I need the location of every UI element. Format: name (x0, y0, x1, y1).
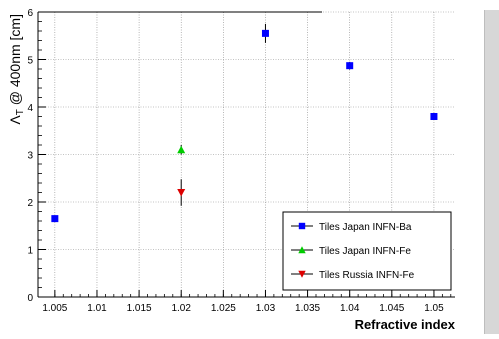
data-point-square (346, 62, 354, 70)
data-point-triangle-down (298, 270, 306, 278)
legend-entry: Tiles Japan INFN-Ba (291, 222, 412, 233)
x-tick-label: 1.025 (211, 303, 236, 314)
x-tick-label: 1.005 (42, 303, 67, 314)
side-panel-edge (484, 10, 485, 334)
y-tick-label: 6 (27, 8, 33, 19)
y-axis-title-symbol: Λ (7, 115, 23, 125)
legend-label: Tiles Japan INFN-Ba (319, 222, 412, 233)
legend-entry: Tiles Japan INFN-Fe (291, 246, 411, 257)
data-series (51, 23, 438, 223)
legend-label: Tiles Japan INFN-Fe (319, 246, 411, 257)
y-axis-title-subscript: T (15, 109, 26, 115)
y-axis-title-rest: @ 400nm [cm] (7, 14, 23, 109)
data-point-triangle-up (298, 246, 306, 254)
legend-entries: Tiles Japan INFN-Ba Tiles Japan INFN-Fe Ti… (291, 222, 415, 281)
y-axis-title: ΛT @ 400nm [cm] (7, 14, 26, 125)
x-tick-label: 1.015 (127, 303, 152, 314)
series-triangle-up (177, 145, 186, 155)
legend: Tiles Japan INFN-Ba Tiles Japan INFN-Fe Ti… (282, 211, 452, 291)
x-axis-title: Refractive index (355, 317, 456, 332)
legend-entry: Tiles Russia INFN-Fe (291, 270, 415, 281)
axis-ticks (37, 11, 455, 298)
series-triangle-down (177, 179, 186, 206)
x-tick-label: 1.01 (87, 303, 107, 314)
y-tick-label: 0 (27, 293, 33, 304)
data-point-square (298, 222, 306, 230)
x-tick-label: 1.03 (256, 303, 276, 314)
data-point-square (261, 29, 269, 37)
y-tick-label: 5 (27, 56, 33, 67)
y-tick-label: 2 (27, 198, 33, 209)
data-point-triangle-up (177, 145, 186, 154)
data-point-triangle-down (177, 189, 186, 197)
side-panel-strip (484, 10, 499, 334)
x-tick-label: 1.05 (424, 303, 444, 314)
x-tick-label: 1.045 (379, 303, 404, 314)
y-tick-label: 3 (27, 151, 33, 162)
x-tick-label: 1.035 (295, 303, 320, 314)
x-tick-label: 1.04 (340, 303, 360, 314)
axis-tick-labels: 1.005 1.01 1.015 1.02 1.025 1.03 1.035 1.04 1.04… (27, 8, 444, 314)
y-tick-label: 1 (27, 246, 33, 257)
x-tick-label: 1.02 (171, 303, 191, 314)
data-point-square (51, 215, 59, 223)
series-square (51, 23, 438, 223)
legend-box (282, 211, 452, 291)
data-point-square (430, 113, 438, 120)
y-tick-label: 4 (27, 103, 33, 114)
legend-label: Tiles Russia INFN-Fe (319, 270, 415, 281)
